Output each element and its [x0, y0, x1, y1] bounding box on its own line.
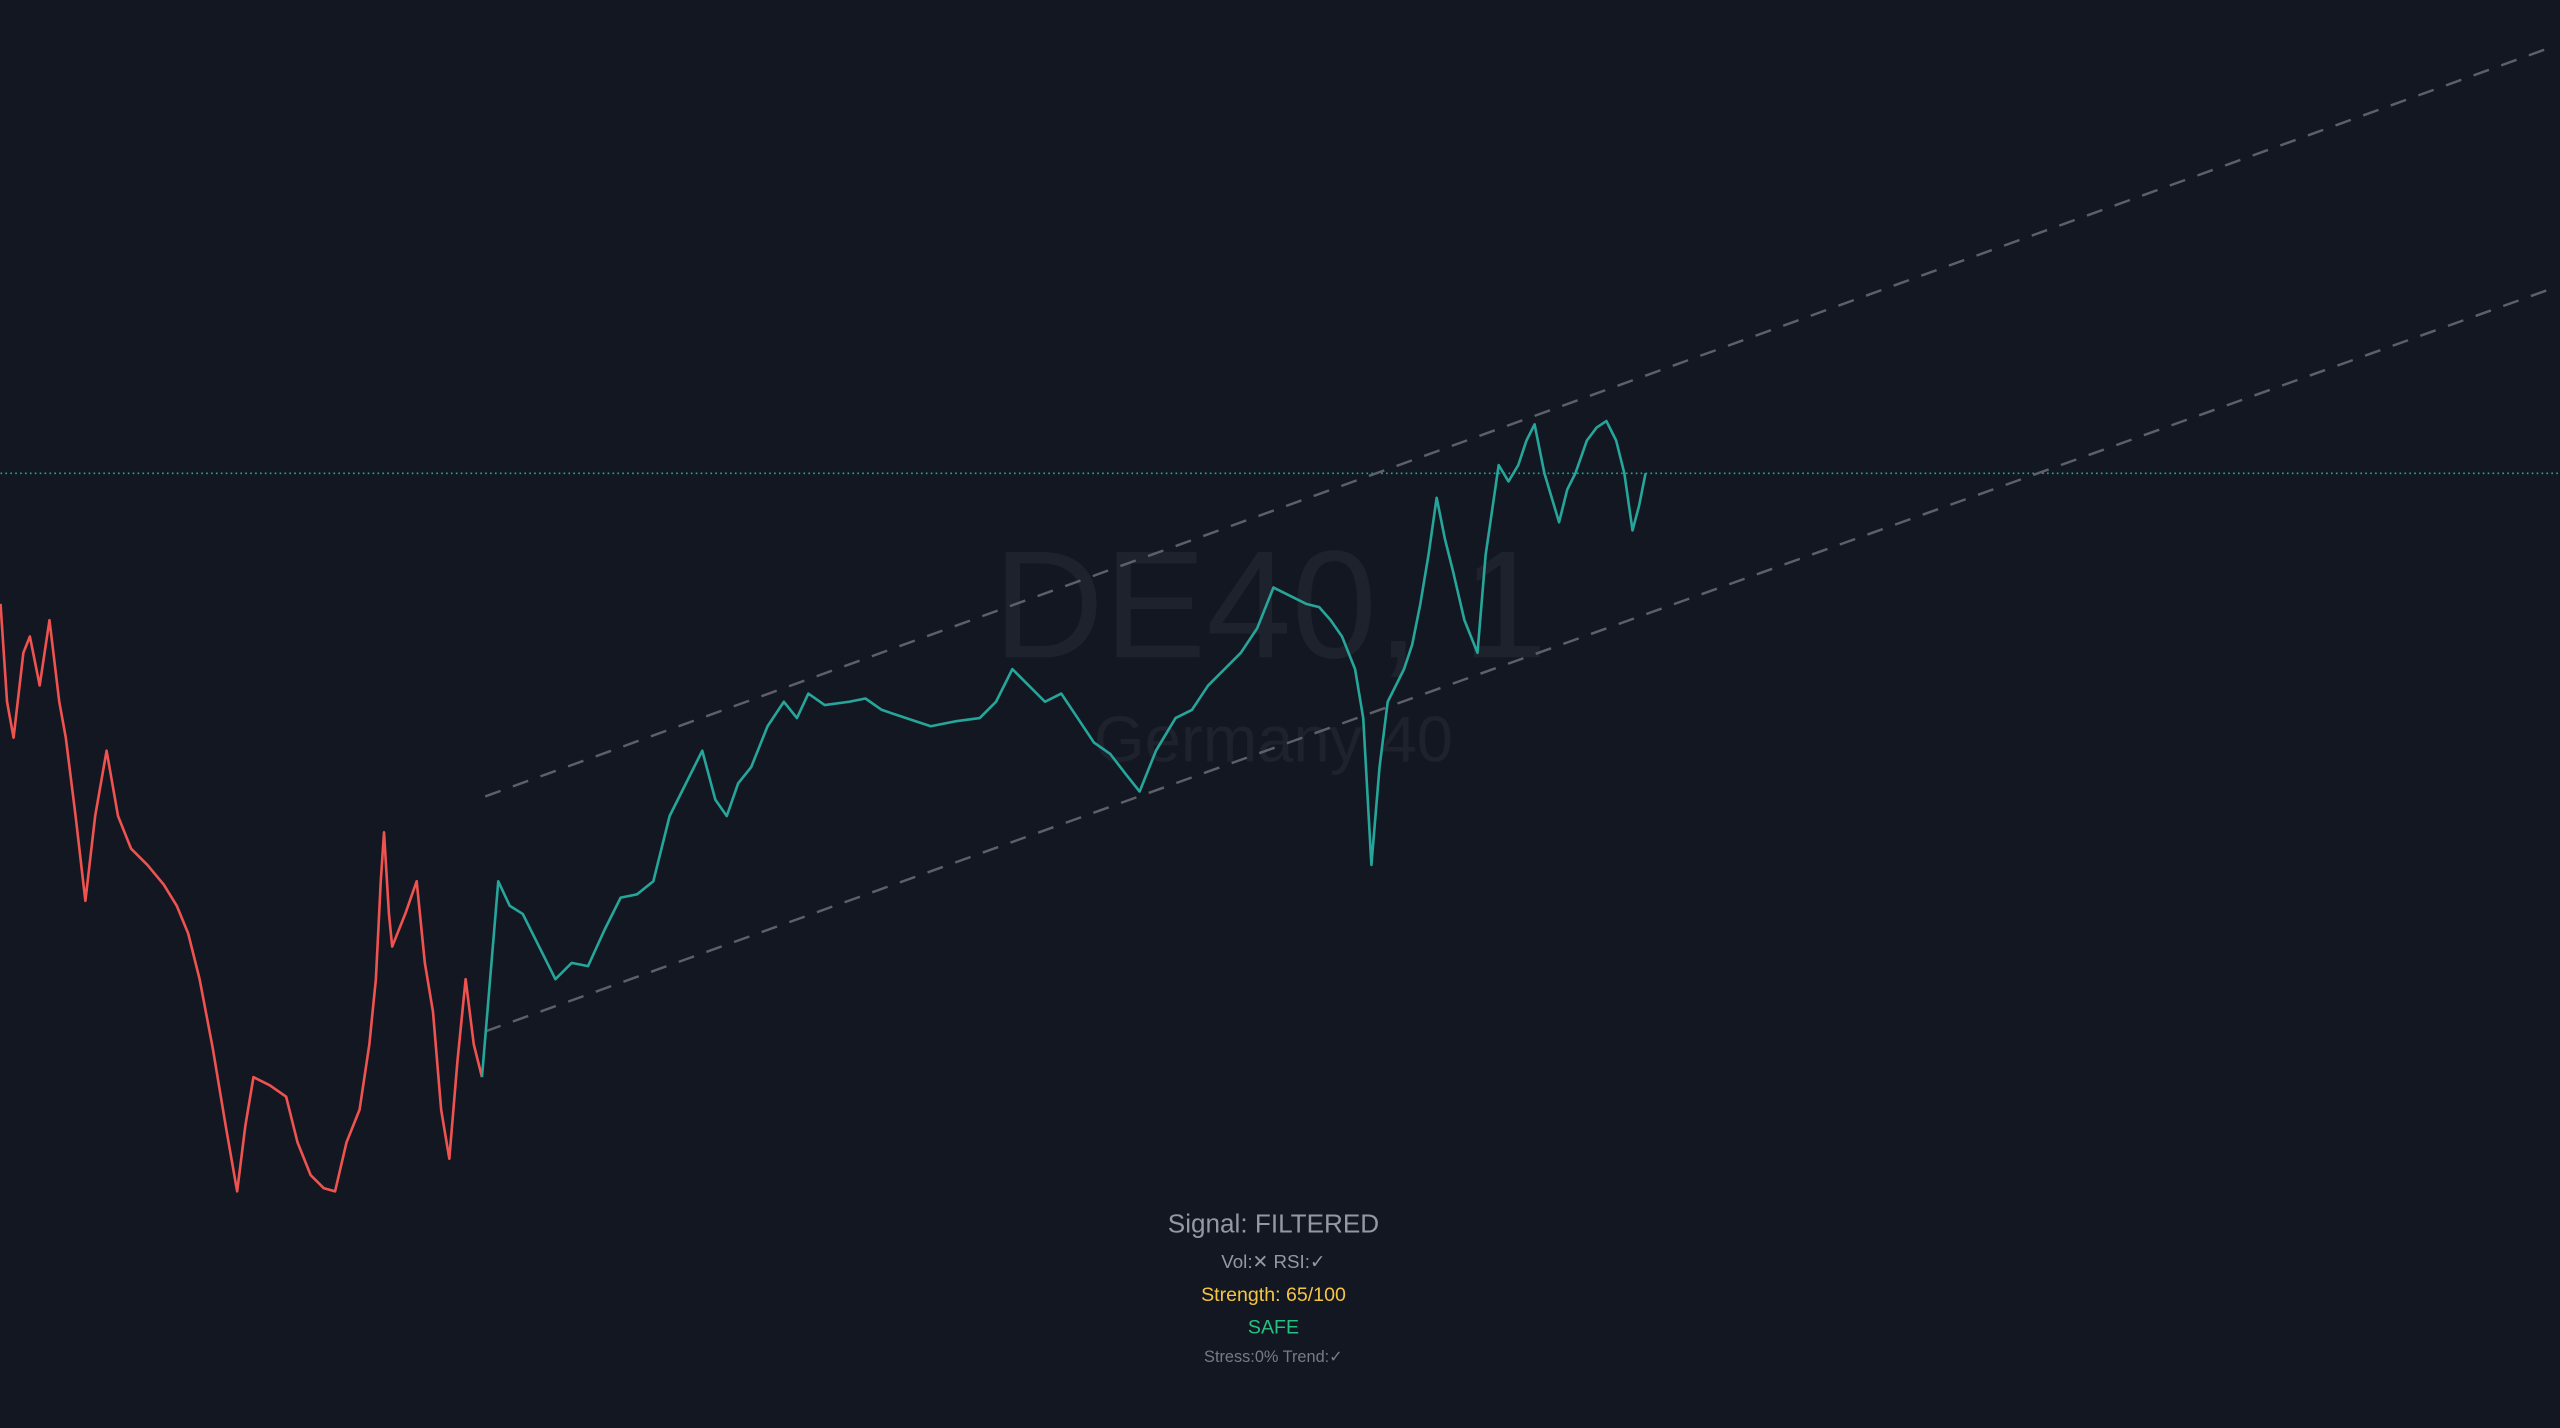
filters-label: Vol:✕ RSI:✓ [1221, 1251, 1325, 1272]
price-trace-down [0, 603, 484, 1193]
channel-upper [484, 47, 2547, 798]
channel-lower [484, 289, 2547, 1033]
strength-label: Strength: 65/100 [1201, 1284, 1346, 1306]
status-label: SAFE [1248, 1317, 1299, 1339]
stress-label: Stress:0% Trend:✓ [1204, 1348, 1343, 1366]
watermark-name: Germany 40 [1094, 702, 1453, 775]
price-trace-up [480, 419, 1647, 1078]
signal-label: Signal: FILTERED [1168, 1209, 1379, 1239]
watermark-symbol: DE40, 1 [993, 518, 1547, 690]
